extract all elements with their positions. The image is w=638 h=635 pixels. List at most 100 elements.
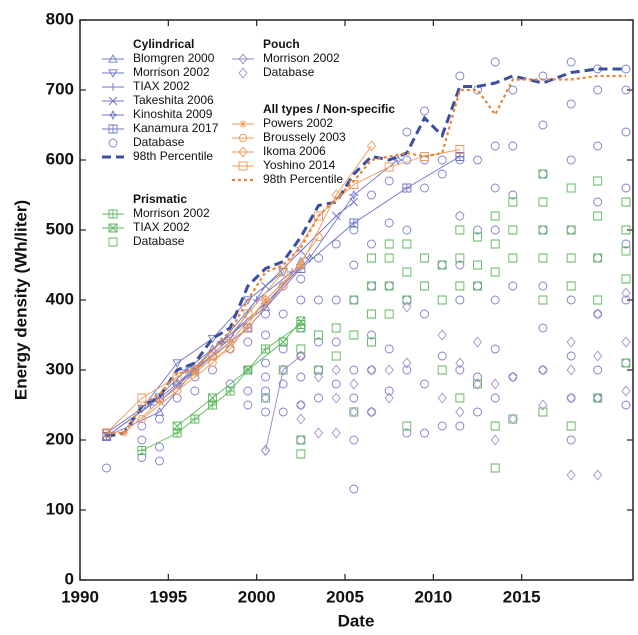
data-point (508, 414, 518, 424)
data-point (208, 365, 217, 375)
data-point (621, 400, 631, 410)
data-point (490, 239, 500, 249)
data-point (490, 225, 500, 235)
legend-label: Kanamura 2017 (133, 121, 219, 135)
data-point (455, 357, 465, 369)
data-point (490, 57, 500, 67)
legend-label: Yoshino 2014 (263, 158, 336, 172)
legend-group-title: Cylindrical (133, 37, 194, 51)
data-point (296, 400, 306, 410)
data-point (538, 225, 548, 235)
legend-label: Database (133, 135, 185, 149)
legend-label: Broussely 2003 (263, 130, 346, 144)
data-point (420, 281, 429, 291)
data-point (455, 406, 465, 418)
data-point (472, 336, 483, 348)
data-point (621, 225, 631, 235)
legend-symbol (108, 96, 118, 106)
data-point (190, 369, 199, 378)
legend-symbol (238, 53, 248, 65)
data-point (172, 359, 182, 368)
legend-label: Powers 2002 (263, 116, 333, 130)
data-point (490, 344, 500, 354)
data-point (508, 197, 518, 207)
series-line (106, 149, 460, 434)
data-point (402, 301, 412, 313)
data-point (260, 392, 271, 404)
data-point (366, 406, 377, 418)
data-point (593, 253, 603, 263)
data-point (593, 85, 603, 95)
series-line (106, 74, 626, 435)
legend-symbol (108, 209, 118, 219)
legend-symbol (108, 124, 118, 134)
data-point (420, 379, 429, 389)
data-point (367, 365, 376, 375)
data-point (566, 183, 576, 193)
data-point (172, 421, 182, 431)
legend-label: Database (263, 65, 315, 79)
data-point (455, 393, 465, 403)
data-point (349, 295, 359, 305)
legend-label: 98th Percentile (263, 172, 343, 186)
legend-group-title: Prismatic (133, 192, 187, 206)
data-point (402, 295, 412, 305)
data-point (621, 358, 631, 368)
data-point (437, 169, 447, 179)
data-point (384, 162, 394, 172)
y-tick-label: 600 (46, 149, 74, 168)
data-point (437, 329, 447, 341)
data-point (508, 85, 518, 95)
data-point (420, 309, 429, 319)
series-line (141, 236, 319, 420)
data-point (402, 155, 412, 165)
data-point (207, 334, 218, 344)
data-point (621, 64, 631, 74)
legend-label: Kinoshita 2009 (133, 107, 213, 121)
data-point (420, 106, 429, 116)
data-point (367, 309, 376, 319)
data-point (331, 351, 341, 361)
data-point (296, 399, 306, 411)
data-point (402, 365, 412, 375)
data-point (566, 295, 576, 305)
data-point (367, 281, 376, 291)
data-point (296, 372, 306, 382)
data-point (402, 267, 412, 277)
data-point (367, 407, 376, 417)
data-point (243, 386, 253, 396)
data-point (314, 330, 323, 340)
data-point (566, 225, 576, 235)
data-point (437, 421, 447, 431)
data-point (455, 365, 465, 375)
data-point (593, 176, 603, 186)
data-point (593, 365, 603, 375)
legend-label: 98th Percentile (133, 149, 213, 163)
data-point (566, 336, 576, 348)
data-point (366, 140, 377, 152)
data-point (593, 141, 603, 151)
data-point (593, 211, 603, 221)
data-point (384, 253, 394, 263)
series-line (106, 156, 461, 437)
legend-symbol (238, 161, 248, 171)
data-point (348, 189, 359, 201)
data-point (155, 397, 164, 406)
data-point (243, 309, 253, 319)
y-tick-label: 400 (46, 289, 74, 308)
data-point (261, 393, 270, 403)
data-point (508, 253, 518, 263)
data-point (384, 176, 394, 186)
data-point (296, 295, 306, 305)
data-point (538, 197, 548, 207)
y-tick-label: 200 (46, 429, 74, 448)
data-point (278, 309, 288, 319)
data-point (593, 253, 603, 263)
data-point (473, 379, 482, 389)
data-point (331, 323, 341, 333)
data-point (566, 351, 576, 361)
data-point (473, 281, 482, 291)
data-point (384, 309, 394, 319)
